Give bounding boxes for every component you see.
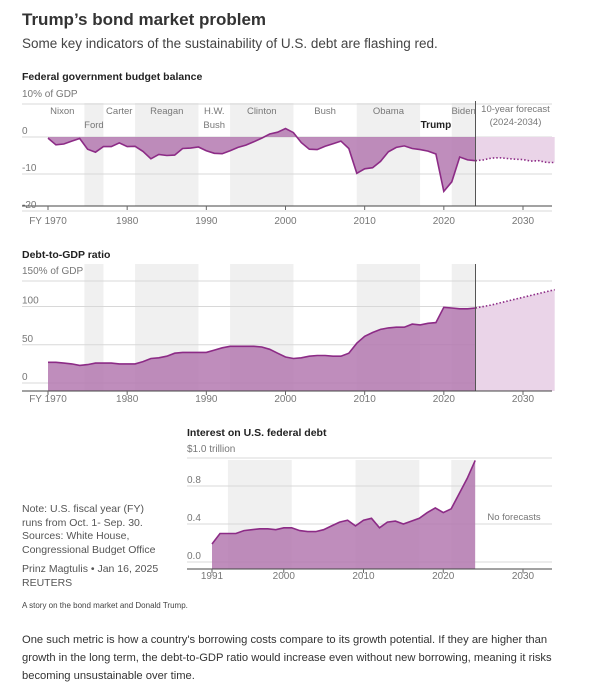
- budget-balance-chart: 0 -10 -20 10% of GDP FY 1970 1980 1990 2000 2010…: [22, 71, 555, 227]
- y-tick-label: 0.4: [187, 513, 201, 524]
- x-tick-label: 2000: [273, 571, 296, 582]
- series-area: [48, 128, 476, 192]
- x-tick-label: FY 1970: [29, 216, 67, 227]
- page-title: Trump’s bond market problem: [22, 10, 267, 29]
- admin-label: Trump: [421, 120, 452, 131]
- admin-shade-band: [84, 264, 104, 391]
- y-tick-label: 50: [22, 334, 34, 345]
- admin-label: Reagan: [150, 106, 183, 117]
- series-line: [47, 127, 476, 194]
- chart-notes: Note: U.S. fiscal year (FY) runs from Oc…: [22, 503, 182, 557]
- y-tick-label: 0.8: [187, 475, 201, 486]
- story-link[interactable]: A story on the bond market and Donald Tr…: [22, 601, 188, 610]
- y-tick-label: 0.0: [187, 551, 201, 562]
- x-tick-label: FY 1970: [29, 394, 67, 405]
- note-line: Note: U.S. fiscal year (FY): [22, 503, 144, 515]
- admin-label: H.W.: [204, 106, 225, 117]
- admin-shade-band: [230, 103, 294, 206]
- chart-credit: Prinz Magtulis • Jan 16, 2025 REUTERS: [22, 563, 158, 590]
- x-tick-label: 2010: [354, 216, 377, 227]
- chart-title: Debt-to-GDP ratio: [22, 249, 110, 261]
- credit-line: Prinz Magtulis • Jan 16, 2025: [22, 563, 159, 575]
- forecast-line: [475, 288, 555, 309]
- admin-label: Ford: [84, 120, 104, 131]
- chart-title: Interest on U.S. federal debt: [187, 427, 327, 439]
- y-tick-label: -20: [22, 200, 37, 211]
- note-line: Sources: White House,: [22, 530, 130, 542]
- series-line: [48, 306, 476, 367]
- admin-shade-band: [84, 103, 104, 206]
- x-tick-label: 1980: [116, 216, 139, 227]
- chart-title: Federal government budget balance: [22, 71, 202, 83]
- y-tick-label: 100: [22, 296, 39, 307]
- y-unit-label: 10% of GDP: [22, 89, 78, 100]
- forecast-area: [475, 289, 555, 391]
- interest-chart: 0.0 0.4 0.8 $1.0 trillion 1991 2000 2010 2020 20…: [187, 427, 552, 582]
- no-forecast-label: No forecasts: [487, 512, 541, 523]
- admin-label: Clinton: [247, 106, 277, 117]
- y-tick-label: 0: [22, 126, 28, 137]
- x-tick-label: 2030: [512, 571, 535, 582]
- series-area: [212, 460, 476, 569]
- admin-label: Biden: [451, 106, 475, 117]
- x-tick-label: 2030: [512, 394, 535, 405]
- article-paragraph: One such metric is how a country's borro…: [22, 634, 552, 682]
- x-tick-label: 1990: [195, 394, 218, 405]
- x-tick-label: 2010: [354, 394, 377, 405]
- x-tick-label: 2010: [352, 571, 375, 582]
- agency-line: REUTERS: [22, 576, 73, 589]
- admin-label: Bush: [314, 106, 336, 117]
- admin-label: Carter: [106, 106, 132, 117]
- x-tick-label: 2020: [433, 216, 456, 227]
- x-tick-label: 2000: [274, 394, 297, 405]
- forecast-label: 10-year forecast: [481, 104, 550, 115]
- series-line: [211, 460, 476, 545]
- y-tick-label: -10: [22, 163, 37, 174]
- page-subtitle: Some key indicators of the sustainabilit…: [22, 36, 438, 51]
- series-area: [48, 307, 476, 391]
- admin-label: Obama: [373, 106, 405, 117]
- admin-label: Nixon: [50, 106, 74, 117]
- x-tick-label: 1980: [116, 394, 139, 405]
- debt-to-gdp-chart: 0 50 100 150% of GDP FY 1970 1980 1990 2000 2010…: [22, 249, 555, 405]
- x-tick-label: 1990: [195, 216, 218, 227]
- x-tick-label: 2020: [433, 394, 456, 405]
- forecast-line: [475, 156, 555, 164]
- y-unit-label: 150% of GDP: [22, 266, 83, 277]
- note-line: runs from Oct. 1- Sep. 30.: [22, 516, 143, 529]
- note-line: Congressional Budget Office: [22, 543, 156, 556]
- forecast-area: [475, 137, 555, 163]
- x-tick-label: 2020: [432, 571, 455, 582]
- forecast-label: (2024-2034): [490, 117, 542, 128]
- y-tick-label: 0: [22, 372, 28, 383]
- x-tick-label: 2000: [274, 216, 297, 227]
- admin-label: Bush: [203, 120, 225, 131]
- x-tick-label: 1991: [201, 571, 224, 582]
- x-tick-label: 2030: [512, 216, 535, 227]
- y-unit-label: $1.0 trillion: [187, 444, 235, 455]
